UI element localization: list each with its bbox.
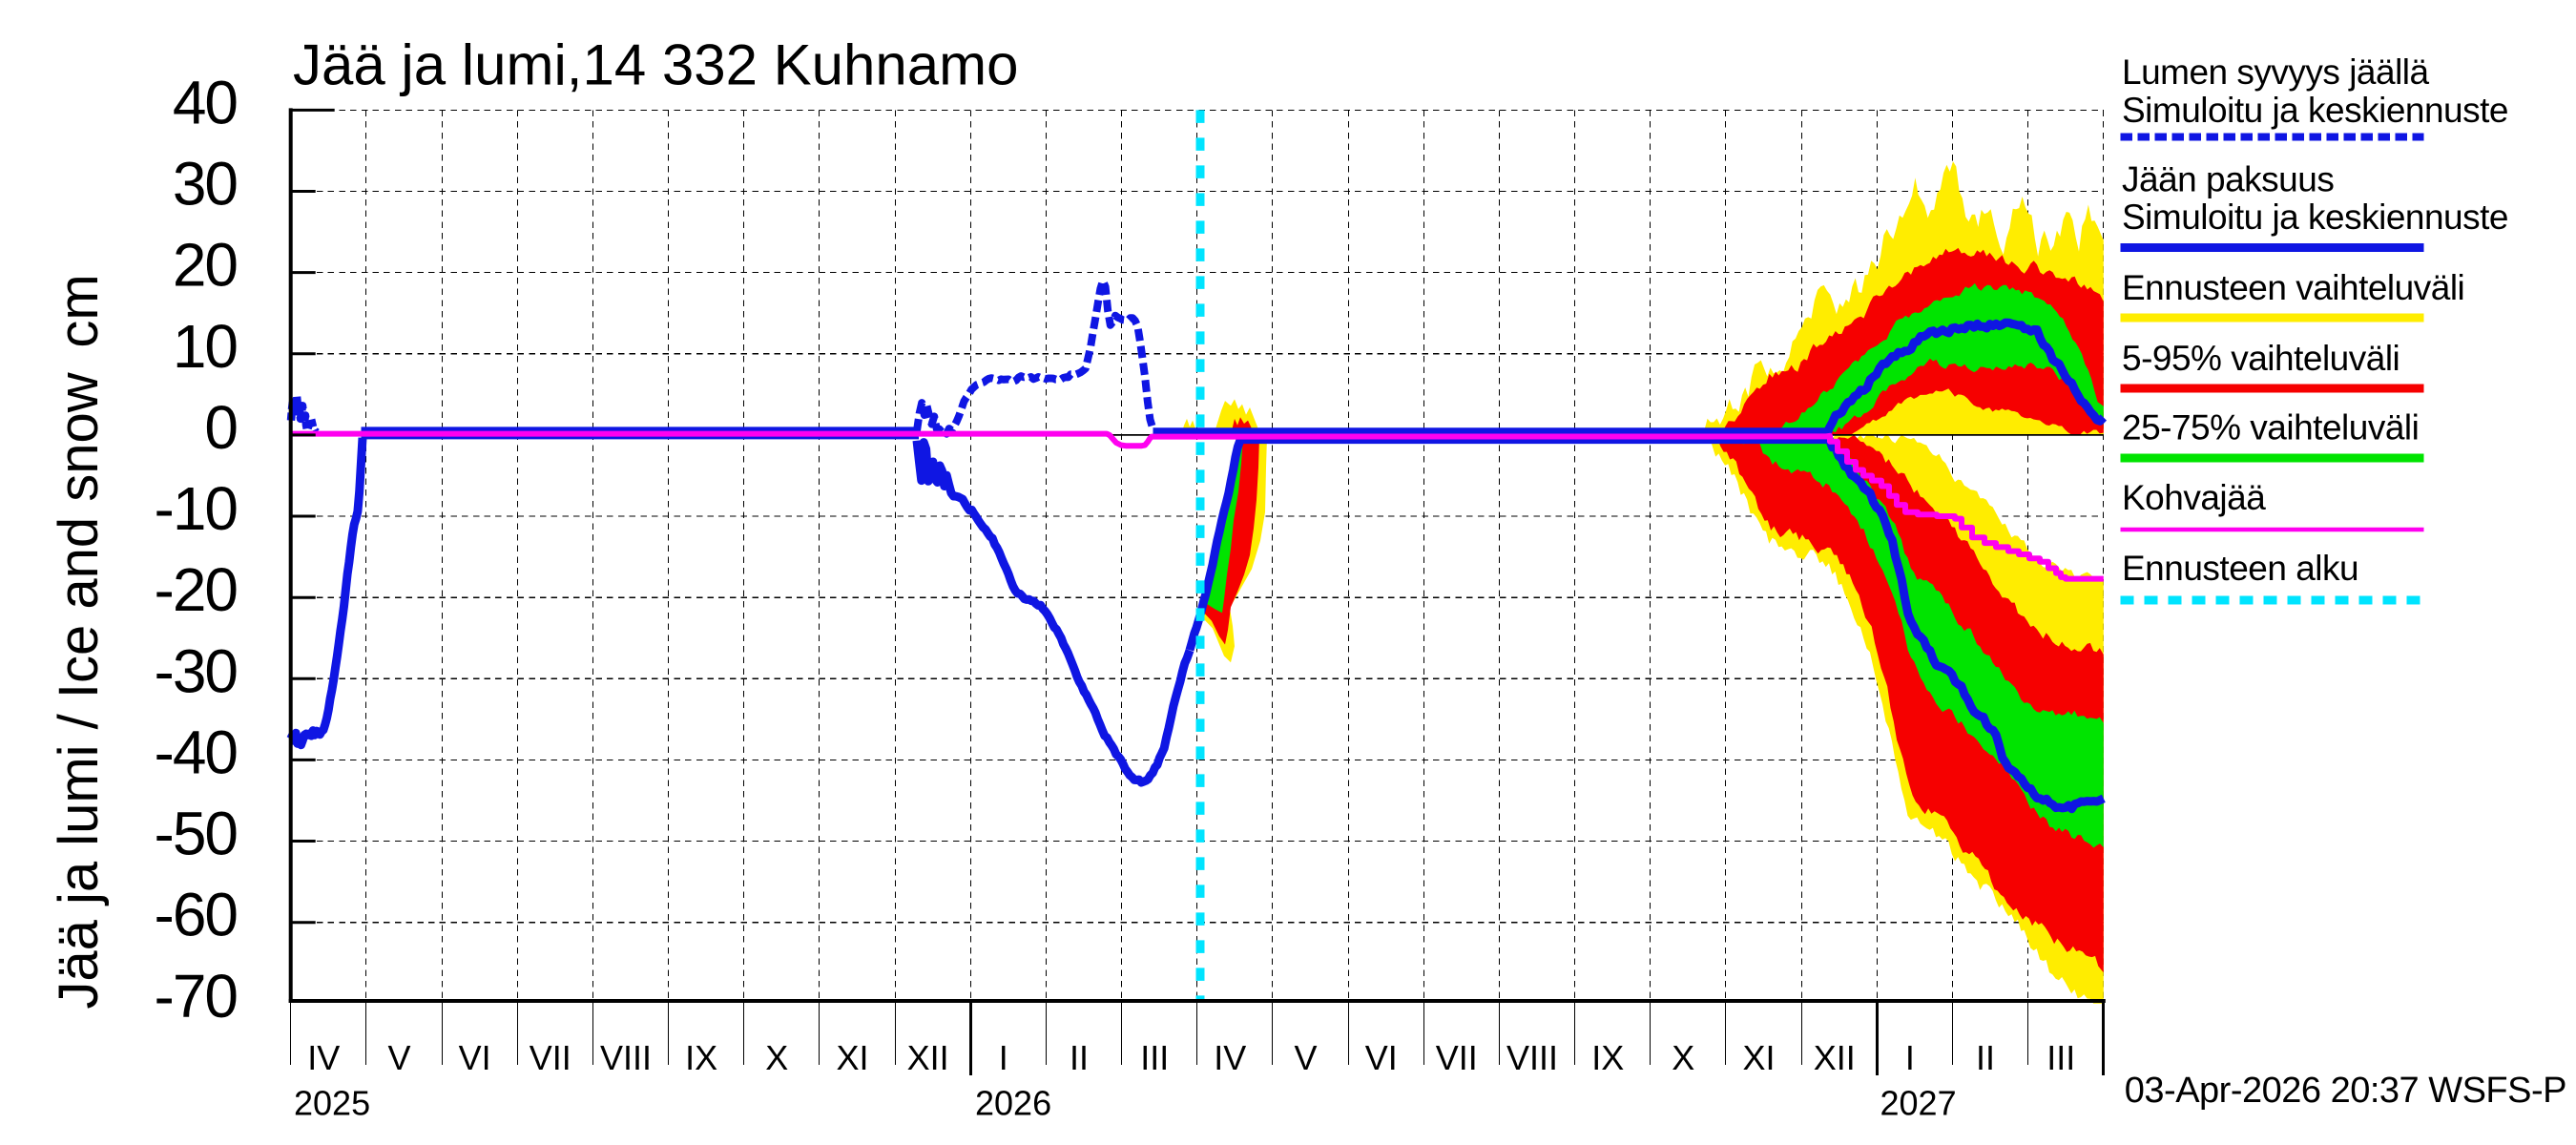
svg-text:VIII: VIII — [1506, 1038, 1558, 1077]
svg-text:IX: IX — [685, 1038, 717, 1077]
svg-text:II: II — [1070, 1038, 1089, 1077]
svg-text:VII: VII — [1436, 1038, 1478, 1077]
svg-text:03-Apr-2026 20:37 WSFS-P: 03-Apr-2026 20:37 WSFS-P — [2125, 1071, 2566, 1111]
svg-text:X: X — [1672, 1038, 1694, 1077]
svg-text:2025: 2025 — [294, 1084, 370, 1123]
svg-text:20: 20 — [173, 231, 238, 300]
svg-text:Ennusteen alku: Ennusteen alku — [2122, 549, 2358, 588]
svg-text:VII: VII — [530, 1038, 571, 1077]
svg-text:V: V — [387, 1038, 410, 1077]
svg-text:10: 10 — [173, 312, 238, 381]
svg-text:II: II — [1976, 1038, 1995, 1077]
svg-text:30: 30 — [173, 150, 238, 219]
svg-text:Simuloitu ja keskiennuste: Simuloitu ja keskiennuste — [2122, 198, 2508, 237]
svg-text:25-75% vaihteluväli: 25-75% vaihteluväli — [2122, 408, 2419, 448]
svg-text:5-95% vaihteluväli: 5-95% vaihteluväli — [2122, 339, 2399, 378]
svg-text:-50: -50 — [155, 800, 238, 868]
svg-text:Ennusteen vaihteluväli: Ennusteen vaihteluväli — [2122, 268, 2464, 307]
svg-text:-40: -40 — [155, 718, 238, 786]
svg-text:2026: 2026 — [975, 1084, 1051, 1123]
svg-text:Simuloitu ja keskiennuste: Simuloitu ja keskiennuste — [2122, 91, 2508, 130]
svg-text:Kohvajää: Kohvajää — [2122, 478, 2266, 517]
svg-text:XI: XI — [836, 1038, 868, 1077]
svg-text:IV: IV — [307, 1038, 340, 1077]
svg-text:IX: IX — [1591, 1038, 1624, 1077]
svg-text:2027: 2027 — [1880, 1084, 1957, 1123]
svg-text:IV: IV — [1214, 1038, 1246, 1077]
svg-text:V: V — [1294, 1038, 1317, 1077]
svg-text:-20: -20 — [155, 555, 238, 624]
svg-text:XII: XII — [907, 1038, 949, 1077]
svg-text:III: III — [2046, 1038, 2075, 1077]
svg-text:I: I — [1905, 1038, 1915, 1077]
svg-text:VIII: VIII — [600, 1038, 652, 1077]
svg-text:VI: VI — [1365, 1038, 1398, 1077]
svg-text:-60: -60 — [155, 881, 238, 949]
svg-text:0: 0 — [204, 393, 237, 462]
svg-text:Jään paksuus: Jään paksuus — [2122, 160, 2334, 199]
svg-text:VI: VI — [459, 1038, 491, 1077]
svg-text:I: I — [999, 1038, 1008, 1077]
svg-text:-30: -30 — [155, 636, 238, 705]
svg-text:-10: -10 — [155, 474, 238, 543]
svg-text:40: 40 — [173, 68, 238, 136]
svg-text:III: III — [1140, 1038, 1169, 1077]
svg-text:X: X — [765, 1038, 788, 1077]
svg-text:Jää ja lumi,14 332 Kuhnamo: Jää ja lumi,14 332 Kuhnamo — [293, 32, 1019, 96]
svg-text:cm: cm — [48, 274, 110, 347]
svg-text:XII: XII — [1814, 1038, 1856, 1077]
svg-text:XI: XI — [1742, 1038, 1775, 1077]
svg-text:Lumen syvyys jäällä: Lumen syvyys jäällä — [2122, 52, 2430, 92]
svg-text:-70: -70 — [155, 962, 238, 1030]
svg-text:Jää ja lumi / Ice and snow: Jää ja lumi / Ice and snow — [48, 371, 110, 1009]
